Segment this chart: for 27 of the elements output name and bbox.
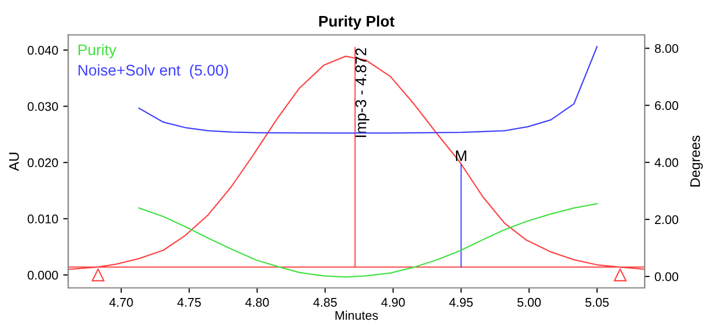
ref-line-label: Imp-3 - 4.872 (355, 48, 370, 137)
y2-tick-label: 2.00 (655, 215, 678, 224)
y2-axis-title: Degrees (690, 136, 703, 186)
y-tick-label: 0.010 (28, 214, 58, 224)
y2-tick-label: 8.00 (654, 44, 678, 53)
y-tick-label: 0.000 (28, 270, 58, 280)
y2-tick-label: 4.00 (654, 158, 678, 168)
x-tick-label: 4.95 (449, 298, 473, 307)
text: Noise+Solv ent (5.00) (78, 64, 228, 79)
x-tick-label: 4.80 (245, 298, 269, 307)
x-tick-label: 5.05 (585, 298, 609, 307)
y2-tick-label: 0.00 (654, 272, 678, 282)
x-tick-label: 4.90 (381, 298, 405, 307)
y-tick-label: 0.030 (28, 102, 58, 111)
x-axis-title: Minutes (336, 310, 378, 320)
y-tick-label: 0.040 (28, 46, 58, 55)
x-tick-label: 4.75 (177, 298, 201, 307)
x-tick-label: 4.70 (109, 298, 133, 307)
text: Purity (78, 44, 116, 58)
x-tick-label: 5.00 (517, 298, 541, 307)
line-series (138, 203, 598, 278)
y-axis-title: AU (9, 152, 19, 171)
chart-title: Purity Plot (319, 15, 394, 30)
y2-tick-label: 6.00 (655, 101, 678, 110)
x-tick-label: 4.85 (313, 298, 337, 307)
y-tick-label: 0.020 (28, 158, 58, 168)
annotation: M (456, 150, 466, 162)
